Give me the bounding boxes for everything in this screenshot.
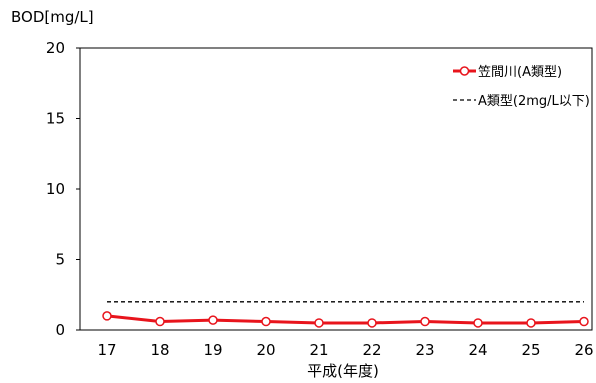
y-tick-label: 0 — [55, 321, 65, 339]
x-tick-label: 18 — [150, 341, 169, 359]
legend: 笠間川(A類型) A類型(2mg/L以下) — [453, 65, 590, 109]
data-point — [526, 318, 536, 328]
y-tick-label: 15 — [46, 110, 65, 128]
legend-reference-label: A類型(2mg/L以下) — [478, 94, 590, 109]
y-tick-label: 5 — [55, 251, 65, 269]
data-point — [155, 316, 165, 327]
y-tick-label: 10 — [46, 180, 65, 198]
series-points — [102, 311, 589, 328]
x-tick-label: 20 — [256, 341, 275, 359]
data-point — [314, 318, 324, 328]
x-axis-ticks: 17 18 19 20 21 22 23 24 25 26 — [97, 341, 593, 359]
series-line-kasama-river — [105, 314, 586, 325]
x-tick-label: 21 — [309, 341, 328, 359]
x-tick-label: 23 — [415, 341, 434, 359]
x-axis-label: 平成(年度) — [307, 362, 379, 380]
y-tick-label: 20 — [46, 39, 65, 57]
y-axis-label: BOD[mg/L] — [11, 8, 94, 26]
data-point — [473, 318, 483, 328]
legend-series-marker — [459, 66, 470, 76]
legend-series-label: 笠間川(A類型) — [478, 65, 562, 80]
x-tick-label: 19 — [203, 341, 222, 359]
data-point — [367, 318, 377, 328]
x-tick-label: 22 — [362, 341, 381, 359]
data-point — [208, 315, 218, 325]
data-point — [261, 316, 271, 327]
data-point — [420, 316, 430, 327]
data-point — [102, 311, 112, 321]
plot-area — [79, 47, 593, 331]
x-tick-label: 26 — [574, 341, 593, 359]
x-tick-label: 25 — [521, 341, 540, 359]
x-tick-label: 24 — [468, 341, 487, 359]
y-axis-ticks: 0 5 10 15 20 — [46, 39, 80, 339]
data-point — [579, 316, 589, 327]
x-tick-label: 17 — [97, 341, 116, 359]
